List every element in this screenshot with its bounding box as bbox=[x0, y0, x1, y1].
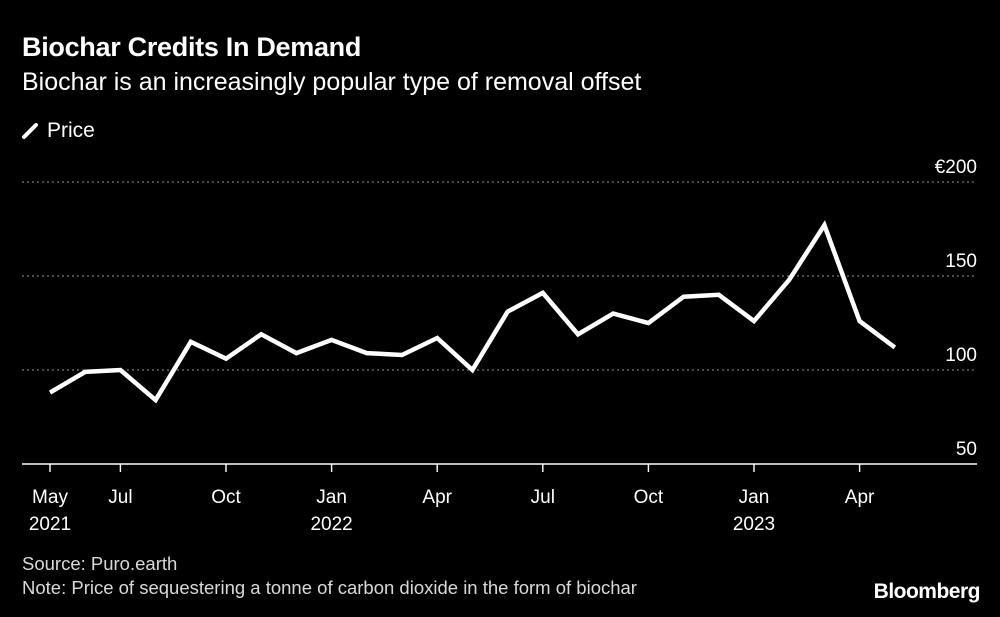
x-tick-label: Oct bbox=[634, 487, 664, 508]
x-tick-year-label: 2023 bbox=[733, 514, 775, 535]
x-tick-label: Jan bbox=[316, 487, 347, 508]
y-tick-label-150: 150 bbox=[945, 251, 977, 272]
footnote: Note: Price of sequestering a tonne of c… bbox=[22, 577, 637, 598]
x-tick-label: Oct bbox=[211, 487, 241, 508]
x-tick-label: Apr bbox=[422, 487, 452, 508]
x-tick-label: Apr bbox=[845, 487, 875, 508]
legend-label-price: Price bbox=[47, 119, 95, 142]
y-tick-label-200: €200 bbox=[935, 157, 977, 178]
legend-line-icon bbox=[22, 123, 38, 139]
legend: Price bbox=[22, 119, 95, 143]
chart-title: Biochar Credits In Demand bbox=[22, 32, 362, 62]
chart-subtitle: Biochar is an increasingly popular type … bbox=[22, 68, 642, 96]
y-tick-label-50: 50 bbox=[956, 439, 977, 460]
x-tick-label: Jul bbox=[108, 487, 132, 508]
x-tick-year-label: 2022 bbox=[310, 514, 352, 535]
source-note: Source: Puro.earth bbox=[22, 553, 178, 574]
series-line-price bbox=[48, 220, 897, 404]
bloomberg-logo: Bloomberg bbox=[873, 580, 981, 603]
y-tick-label-100: 100 bbox=[945, 345, 977, 366]
x-tick-label: Jan bbox=[739, 487, 770, 508]
x-tick-label: May bbox=[32, 487, 68, 508]
x-tick-year-label: 2021 bbox=[29, 514, 71, 535]
x-tick-label: Jul bbox=[531, 487, 555, 508]
